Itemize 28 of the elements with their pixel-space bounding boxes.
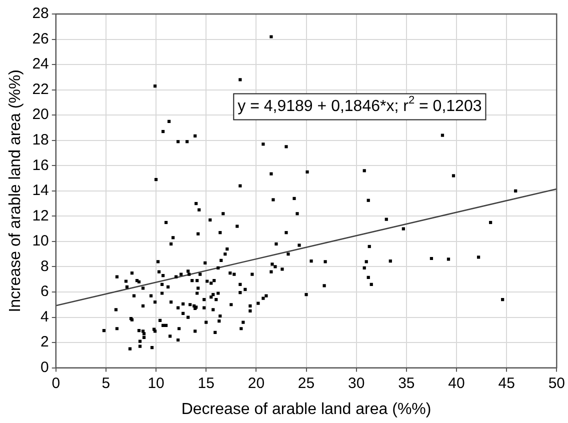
y-tick-label: 6 — [40, 283, 49, 300]
y-tick-label: 2 — [40, 334, 49, 351]
y-tick-label: 20 — [32, 106, 49, 124]
y-tick-label: 0 — [40, 358, 49, 376]
y-tick-label: 10 — [32, 232, 49, 250]
y-tick-label: 28 — [32, 5, 49, 22]
y-tick-label: 26 — [32, 30, 49, 48]
x-tick-label: 20 — [248, 374, 265, 392]
x-tick-label: 25 — [298, 374, 315, 392]
x-tick-label: 15 — [198, 374, 214, 392]
x-tick-label: 40 — [448, 374, 465, 392]
x-axis-title: Decrease of arable land area (%%) — [181, 400, 432, 418]
y-tick-label: 22 — [32, 80, 49, 98]
x-tick-label: 5 — [102, 374, 110, 392]
y-tick-label: 12 — [32, 207, 49, 224]
y-tick-label: 16 — [32, 156, 49, 174]
x-tick-label: 35 — [398, 374, 415, 392]
x-tick-label: 10 — [148, 374, 164, 392]
y-tick-label: 14 — [32, 182, 49, 200]
y-tick-label: 8 — [40, 258, 49, 275]
y-tick-label: 18 — [32, 132, 49, 148]
x-tick-label: 30 — [348, 374, 365, 392]
x-tick-label: 0 — [52, 374, 60, 392]
y-axis-title: Increase of arable land area (%%) — [7, 70, 24, 312]
y-tick-label: 4 — [40, 308, 49, 326]
y-tick-label: 24 — [32, 56, 49, 73]
x-tick-label: 50 — [548, 374, 565, 392]
x-tick-label: 45 — [498, 374, 515, 392]
